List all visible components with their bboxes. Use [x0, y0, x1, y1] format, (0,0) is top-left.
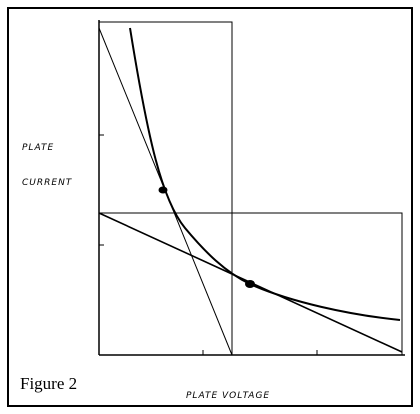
caption: Figure 2: [20, 374, 77, 393]
curve: [129, 27, 401, 321]
diagram: [98, 20, 405, 356]
point: [158, 186, 168, 194]
rectangle-1: [99, 21, 233, 355]
y-axis-label: PLATE: [22, 143, 54, 153]
rectangle-2: [99, 212, 403, 355]
y-axis-label: CURRENT: [22, 178, 73, 188]
point: [245, 280, 255, 288]
frame: [7, 7, 413, 407]
x-axis-label: PLATE VOLTAGE: [186, 391, 270, 401]
